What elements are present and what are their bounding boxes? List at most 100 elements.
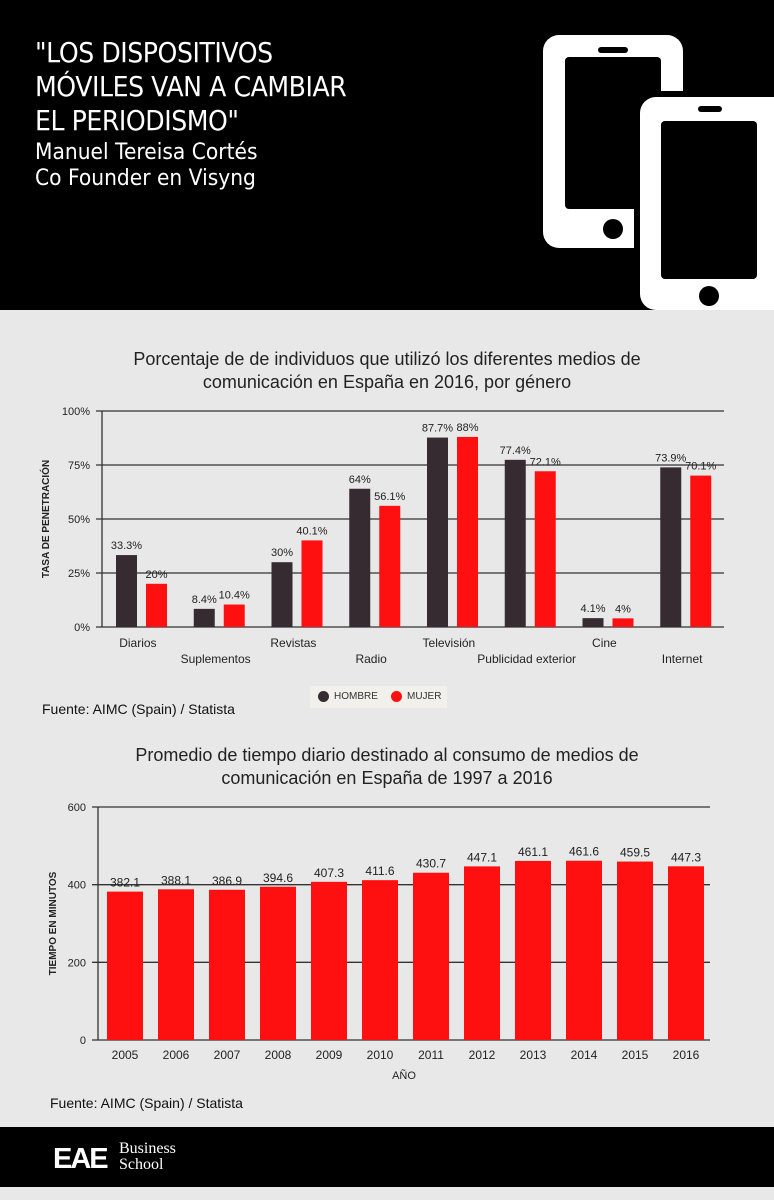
data-label: 382.1 bbox=[110, 876, 140, 890]
y-tick-label: 200 bbox=[68, 957, 86, 969]
x-tick-label: 2013 bbox=[520, 1048, 547, 1062]
y-axis-label: TASA DE PENETRACIÓN bbox=[39, 460, 52, 578]
chart2-title-line-2: comunicación en España de 1997 a 2016 bbox=[221, 768, 553, 788]
data-label: 30% bbox=[271, 547, 293, 559]
x-tick-label: Suplementos bbox=[181, 652, 251, 666]
data-label: 459.5 bbox=[620, 846, 650, 860]
data-label: 10.4% bbox=[219, 590, 250, 602]
bar-mujer bbox=[457, 436, 478, 627]
bar bbox=[158, 889, 194, 1040]
x-tick-label: Diarios bbox=[119, 636, 156, 650]
eae-logo: EAE bbox=[53, 1143, 109, 1175]
data-label: 40.1% bbox=[296, 525, 327, 537]
x-tick-label: Internet bbox=[662, 652, 703, 666]
bar bbox=[209, 889, 245, 1040]
bar bbox=[464, 866, 500, 1040]
data-label: 394.6 bbox=[263, 871, 293, 885]
y-tick-label: 400 bbox=[68, 880, 86, 892]
bar-hombre bbox=[582, 618, 604, 627]
y-tick-label: 25% bbox=[68, 568, 90, 580]
x-tick-label: 2015 bbox=[622, 1048, 649, 1062]
bar-hombre bbox=[271, 562, 293, 627]
data-label: 73.9% bbox=[655, 452, 686, 464]
x-tick-label: 2016 bbox=[673, 1048, 700, 1062]
bar-mujer bbox=[612, 618, 634, 627]
data-label: 87.7% bbox=[422, 423, 453, 435]
bar-hombre bbox=[193, 608, 215, 627]
bar bbox=[362, 880, 398, 1040]
chart2-title: Promedio de tiempo diario destinado al c… bbox=[0, 744, 774, 790]
x-tick-label: 2007 bbox=[214, 1048, 241, 1062]
x-tick-label: 2014 bbox=[571, 1048, 598, 1062]
chart2-plot: 0 200 400 600 TIEMPO EN MINUTOS 382.1 2005 388.… bbox=[48, 802, 710, 1082]
bar bbox=[107, 891, 143, 1040]
data-label: 407.3 bbox=[314, 866, 344, 880]
bar-mujer bbox=[690, 475, 712, 627]
data-label: 64% bbox=[349, 474, 371, 486]
smartphone-icon bbox=[640, 97, 774, 310]
bar bbox=[413, 872, 449, 1040]
chart2-source: Fuente: AIMC (Spain) / Statista bbox=[50, 1095, 243, 1111]
y-tick-label: 75% bbox=[68, 460, 90, 472]
headline-line-1: "LOS DISPOSITIVOS bbox=[35, 36, 273, 69]
legend-hombre-swatch bbox=[318, 691, 329, 702]
footer: EAE Business School bbox=[0, 1127, 774, 1187]
x-tick-label: 2006 bbox=[163, 1048, 190, 1062]
data-label: 447.3 bbox=[671, 850, 701, 864]
chart1-source: Fuente: AIMC (Spain) / Statista bbox=[42, 701, 235, 717]
bar-mujer bbox=[379, 505, 401, 627]
bar-hombre bbox=[116, 555, 137, 627]
chart1-plot: 0% 25% 50% 75% 100% TASA DE PENETRACIÓN 33.3% 2… bbox=[39, 406, 724, 666]
author-role: Co Founder en Visyng bbox=[35, 166, 256, 191]
data-label: 461.1 bbox=[518, 845, 548, 859]
legend-hombre-label: HOMBRE bbox=[334, 691, 378, 702]
bar-mujer bbox=[534, 471, 556, 627]
x-tick-label: Radio bbox=[355, 652, 387, 666]
data-label: 33.3% bbox=[111, 540, 142, 552]
data-label: 461.6 bbox=[569, 845, 599, 859]
bar-hombre bbox=[349, 488, 371, 627]
data-label: 388.1 bbox=[161, 873, 191, 887]
author-name: Manuel Tereisa Cortés bbox=[35, 140, 258, 165]
x-axis-label: AÑO bbox=[392, 1069, 416, 1082]
bar bbox=[260, 886, 296, 1040]
x-tick-label: 2010 bbox=[367, 1048, 394, 1062]
x-tick-label: 2011 bbox=[418, 1048, 444, 1062]
legend-mujer-label: MUJER bbox=[407, 691, 442, 702]
x-tick-label: 2012 bbox=[469, 1048, 496, 1062]
data-label: 70.1% bbox=[685, 461, 716, 473]
chart1-legend: HOMBRE MUJER bbox=[310, 686, 447, 708]
chart1-title-line-1: Porcentaje de de individuos que utilizó … bbox=[133, 349, 641, 369]
data-label: 430.7 bbox=[416, 857, 446, 871]
bar-hombre bbox=[427, 437, 448, 627]
header-banner: "LOS DISPOSITIVOS MÓVILES VAN A CAMBIAR … bbox=[0, 0, 774, 310]
x-tick-label: 2008 bbox=[265, 1048, 292, 1062]
bar-mujer bbox=[223, 604, 245, 627]
data-label: 386.9 bbox=[212, 874, 242, 888]
bar-mujer bbox=[146, 583, 167, 627]
logo-text-line-2: School bbox=[119, 1156, 164, 1173]
data-label: 447.1 bbox=[467, 850, 497, 864]
bar-mujer bbox=[301, 540, 323, 627]
data-label: 77.4% bbox=[500, 445, 531, 457]
x-tick-label: Televisión bbox=[423, 636, 476, 650]
chart1-title-line-2: comunicación en España en 2016, por géne… bbox=[202, 372, 572, 392]
x-tick-label: Cine bbox=[592, 636, 617, 650]
data-label: 20% bbox=[145, 569, 167, 581]
bar bbox=[617, 861, 653, 1040]
y-tick-label: 100% bbox=[62, 406, 90, 418]
data-label: 4.1% bbox=[580, 603, 605, 615]
y-axis-label: TIEMPO EN MINUTOS bbox=[48, 871, 59, 975]
data-label: 88% bbox=[456, 422, 478, 434]
bar-hombre bbox=[660, 467, 682, 627]
y-tick-label: 600 bbox=[68, 802, 86, 814]
x-tick-label: 2009 bbox=[316, 1048, 343, 1062]
bar bbox=[566, 860, 602, 1040]
y-tick-label: 0% bbox=[74, 622, 90, 634]
y-tick-label: 0 bbox=[80, 1035, 86, 1047]
data-label: 72.1% bbox=[530, 456, 561, 468]
headline-line-3: EL PERIODISMO" bbox=[35, 104, 239, 137]
data-label: 4% bbox=[615, 603, 631, 615]
data-label: 411.6 bbox=[365, 864, 394, 878]
bar bbox=[311, 881, 347, 1040]
